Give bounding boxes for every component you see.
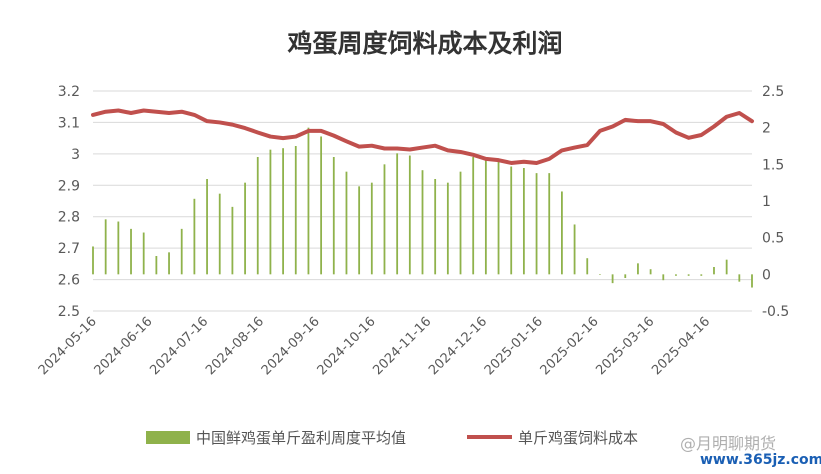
profit-bar <box>130 228 132 275</box>
profit-bar <box>573 224 576 275</box>
profit-bar <box>687 274 690 276</box>
profit-bar <box>624 274 627 278</box>
chart-title: 鸡蛋周度饲料成本及利润 <box>286 29 562 58</box>
feed-cost-line <box>91 108 754 165</box>
profit-bar <box>244 182 246 275</box>
profit-bar <box>586 258 589 275</box>
profit-bar <box>332 157 335 275</box>
profit-bar <box>92 246 94 275</box>
x-axis-tick-label: 2024-08-16 <box>203 314 267 378</box>
profit-bar <box>117 221 120 275</box>
left-axis-tick-label: 2.5 <box>58 304 80 320</box>
left-axis-tick-label: 3 <box>71 147 80 163</box>
profit-bar <box>446 182 449 275</box>
profit-bar <box>510 166 513 275</box>
profit-bar <box>358 186 361 275</box>
left-axis-tick-label: 3.2 <box>58 84 80 100</box>
x-axis-tick-label: 2024-07-16 <box>147 314 211 378</box>
x-axis-tick-label: 2024-09-16 <box>259 314 323 378</box>
right-axis-tick-label: -0.5 <box>762 304 789 320</box>
left-axis-tick-label: 3.1 <box>58 115 80 131</box>
profit-bar <box>637 263 639 275</box>
profit-bar <box>155 256 158 275</box>
profit-bars <box>92 127 753 288</box>
profit-bar <box>700 274 703 276</box>
profit-bar <box>320 136 323 275</box>
profit-bar <box>738 274 741 282</box>
profit-bar <box>282 148 284 275</box>
profit-bar <box>383 164 386 275</box>
left-axis-tick-label: 2.6 <box>58 273 80 289</box>
profit-bar <box>142 232 145 275</box>
profit-bar <box>421 170 424 275</box>
profit-bar <box>751 274 753 288</box>
legend-label-feed-cost: 单斤鸡蛋饲料成本 <box>518 429 638 447</box>
left-axis-tick-label: 2.8 <box>58 210 80 226</box>
watermark-site: www.365jz.com <box>698 452 821 468</box>
profit-bar <box>168 252 170 275</box>
right-axis-tick-label: 1 <box>762 194 771 210</box>
profit-bar <box>611 274 614 284</box>
x-axis-tick-label: 2024-10-16 <box>315 314 379 378</box>
x-axis-tick-label: 2024-12-16 <box>426 314 490 378</box>
legend-label-profit: 中国鲜鸡蛋单斤盈利周度平均值 <box>196 429 406 447</box>
profit-bar <box>599 274 601 275</box>
left-axis-tick-label: 2.7 <box>58 241 80 257</box>
right-axis-tick-label: 0 <box>762 267 771 283</box>
right-axis-tick-label: 1.5 <box>762 157 784 173</box>
x-axis-tick-label: 2025-02-16 <box>538 314 602 378</box>
profit-bar <box>396 153 399 275</box>
profit-bar <box>434 179 437 275</box>
profit-bar <box>484 157 487 275</box>
profit-bar <box>725 259 728 275</box>
legend-swatch-profit <box>146 431 190 444</box>
profit-bar <box>206 179 208 275</box>
left-axis-tick-label: 2.9 <box>58 178 80 194</box>
profit-bar <box>307 127 310 275</box>
x-axis-ticks: 2024-05-162024-06-162024-07-162024-08-16… <box>36 314 713 378</box>
x-axis-tick-label: 2024-06-16 <box>92 314 156 378</box>
feed-cost-series-line <box>91 108 754 165</box>
profit-bar <box>180 228 183 275</box>
profit-bar <box>535 173 538 275</box>
profit-bar <box>713 267 715 275</box>
profit-bar <box>370 182 373 275</box>
x-axis-tick-label: 2025-04-16 <box>649 314 713 378</box>
x-axis-tick-label: 2025-01-16 <box>482 314 546 378</box>
right-axis-ticks: -0.5 0 0.5 1 1.5 2 2.5 <box>762 84 789 320</box>
profit-bar <box>218 193 221 275</box>
profit-bar <box>522 168 525 275</box>
profit-bar <box>649 269 652 275</box>
profit-bar <box>256 157 259 275</box>
right-axis-tick-label: 0.5 <box>762 231 784 247</box>
profit-bar <box>104 219 107 275</box>
x-axis-tick-label: 2024-11-16 <box>370 314 434 378</box>
right-axis-tick-label: 2 <box>762 121 771 137</box>
profit-bar <box>675 274 677 276</box>
left-axis-ticks: 2.5 2.6 2.7 2.8 2.9 3 3.1 3.2 <box>58 84 80 320</box>
right-axis-tick-label: 2.5 <box>762 84 784 100</box>
profit-bar <box>459 171 462 275</box>
profit-bar <box>472 157 475 275</box>
profit-bar <box>662 274 665 281</box>
profit-bar <box>548 173 551 275</box>
profit-bar <box>408 155 411 275</box>
profit-bar <box>497 158 500 275</box>
profit-bar <box>294 146 297 275</box>
x-axis-tick-label: 2025-03-16 <box>593 314 657 378</box>
profit-bar <box>345 171 348 275</box>
legend: 中国鲜鸡蛋单斤盈利周度平均值 单斤鸡蛋饲料成本 <box>146 429 638 447</box>
profit-bar <box>193 198 196 275</box>
watermark-handle: @月明聊期货 <box>680 434 777 453</box>
profit-bar <box>561 191 563 275</box>
profit-bar <box>231 206 234 275</box>
x-axis-tick-label: 2024-05-16 <box>36 314 100 378</box>
profit-bar <box>269 149 272 275</box>
